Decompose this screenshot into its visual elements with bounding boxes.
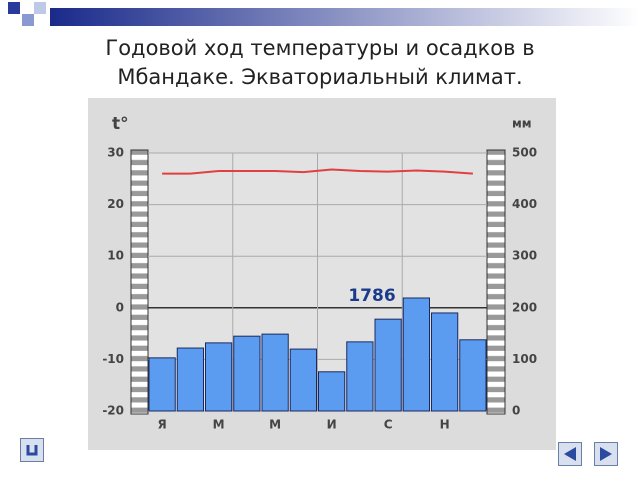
bar: [148, 357, 176, 412]
y2-tick-label: 100: [512, 352, 537, 366]
right-ruler: [486, 149, 506, 415]
x-tick-label: М: [213, 418, 225, 432]
bar: [318, 371, 346, 412]
y2-tick-label: 0: [512, 404, 520, 418]
y2-tick-label: 300: [512, 249, 537, 263]
bar: [289, 348, 317, 412]
x-tick-label: Я: [158, 418, 167, 432]
y-tick-label: -20: [102, 404, 124, 418]
x-tick-label: М: [269, 418, 281, 432]
y-tick-label: -10: [102, 352, 124, 366]
header-band: [50, 8, 640, 26]
x-tick-label: Н: [440, 418, 450, 432]
y2-tick-label: 400: [512, 197, 537, 211]
bar: [233, 335, 261, 412]
y-axis-label: t°: [112, 114, 129, 134]
y2-tick-label: 500: [512, 146, 537, 160]
y2-tick-label: 200: [512, 300, 537, 314]
x-tick-label: И: [327, 418, 337, 432]
y-tick-label: 20: [107, 197, 124, 211]
left-ruler: [130, 149, 149, 415]
decor-square: [34, 2, 46, 14]
prev-button[interactable]: [558, 442, 582, 466]
annotation: 1786: [348, 286, 395, 306]
bar: [176, 347, 204, 412]
bar: [431, 312, 459, 412]
x-tick-label: С: [384, 418, 393, 432]
y2-axis-label: мм: [512, 117, 532, 131]
line: [162, 168, 473, 175]
y-tick-label: 0: [116, 300, 124, 314]
bar: [459, 339, 487, 412]
y-tick-label: 30: [107, 146, 124, 160]
return-button[interactable]: [20, 438, 44, 462]
y-tick-label: 10: [107, 249, 124, 263]
decor-square: [22, 14, 34, 26]
bar: [205, 342, 233, 412]
decor-square: [8, 2, 20, 14]
slide-title: Годовой ход температуры и осадков в Мбан…: [105, 36, 535, 89]
next-button[interactable]: [594, 442, 618, 466]
bar: [402, 297, 430, 412]
bar: [261, 333, 289, 412]
bar: [346, 341, 374, 412]
bar: [374, 318, 402, 412]
